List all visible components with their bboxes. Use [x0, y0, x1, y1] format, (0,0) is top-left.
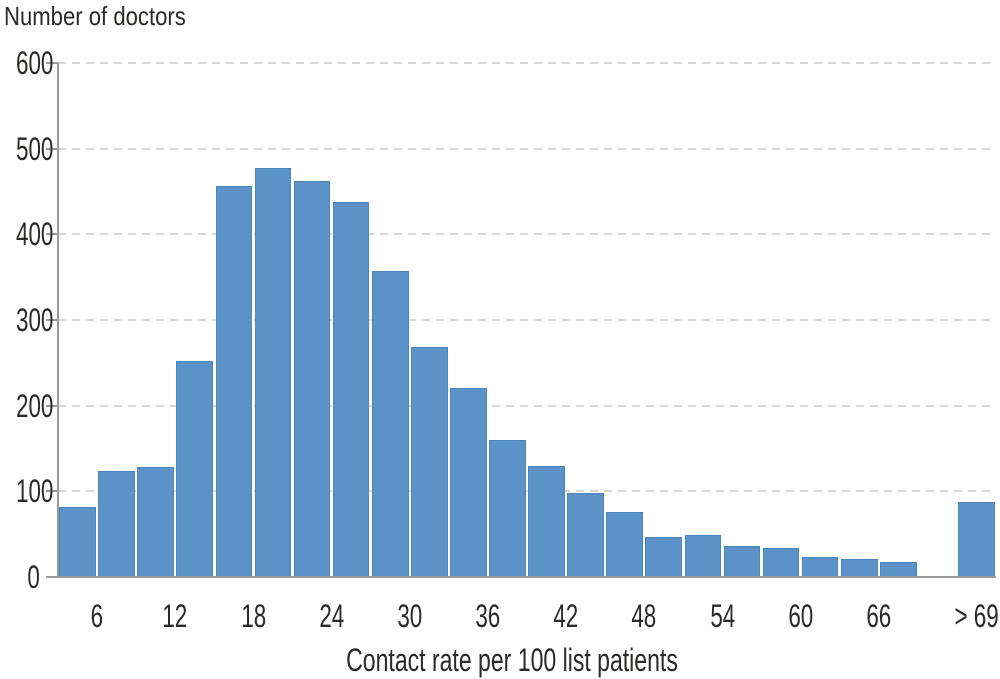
y-tick-label-text: 400 — [16, 216, 54, 253]
x-tick-label-6: 6 — [27, 599, 167, 633]
y-tick-0 — [46, 576, 58, 578]
x-tick-label-text: 60 — [788, 598, 814, 634]
y-tick-label-400: 400 — [0, 217, 53, 251]
bar-9-12 — [137, 466, 175, 577]
y-tick-label-200: 200 — [0, 389, 53, 423]
x-tick-label-42: 42 — [496, 599, 636, 633]
x-axis-title-text: Contact rate per 100 list patients — [346, 642, 678, 678]
x-tick-label-text: 42 — [553, 598, 579, 634]
x-tick-label-text: 30 — [397, 598, 423, 634]
bar-57-60 — [762, 547, 800, 577]
y-tick-label-text: 100 — [16, 473, 54, 510]
bar-45-48 — [606, 511, 644, 577]
bar-6-9 — [98, 470, 135, 577]
gridline-400 — [58, 233, 996, 236]
bar-27-30 — [371, 271, 409, 577]
y-tick-100 — [46, 490, 58, 493]
bar-12-15 — [176, 361, 214, 577]
x-tick-label-text: 24 — [319, 598, 345, 634]
gridline-500 — [58, 147, 996, 150]
x-tick-label-30: 30 — [340, 599, 480, 633]
x-tick-label-60: 60 — [731, 599, 871, 633]
bar-36-39 — [489, 439, 526, 577]
gridline-100 — [58, 490, 996, 493]
bar-24-27 — [332, 201, 370, 577]
bar-63-66 — [840, 559, 878, 577]
bar-15-18 — [215, 186, 253, 577]
bar-39-42 — [528, 465, 565, 577]
y-tick-label-text: 600 — [16, 45, 54, 81]
x-tick-label-text: 12 — [162, 598, 188, 634]
x-tick-label-text: 36 — [475, 598, 501, 634]
x-tick-label-54: 54 — [652, 599, 792, 633]
x-tick-label-text: 66 — [866, 598, 892, 634]
bar-33-36 — [450, 387, 487, 577]
x-axis-title: Contact rate per 100 list patients — [282, 643, 743, 677]
bar-42-45 — [567, 493, 604, 577]
bar-21-24 — [293, 181, 331, 577]
gridline-300 — [58, 319, 996, 321]
bar-3-6 — [59, 506, 96, 577]
x-tick-label-12: 12 — [105, 599, 245, 633]
bar-51-54 — [684, 535, 722, 577]
x-tick-label-48: 48 — [574, 599, 714, 633]
y-tick-600 — [46, 62, 58, 64]
bar-54-57 — [723, 546, 761, 577]
y-tick-400 — [46, 233, 58, 236]
bar-60-63 — [801, 557, 839, 577]
x-tick-label-69: > 69 — [906, 599, 1000, 633]
x-axis-line — [46, 576, 996, 578]
bar-66-69 — [879, 561, 917, 577]
x-tick-label-36: 36 — [418, 599, 558, 633]
bar-69 — [958, 502, 995, 577]
y-tick-500 — [46, 147, 58, 150]
gridline-200 — [58, 404, 996, 407]
y-tick-label-text: 200 — [16, 387, 54, 424]
y-tick-200 — [46, 404, 58, 407]
y-tick-label-500: 500 — [0, 132, 53, 166]
y-tick-label-text: 300 — [16, 302, 54, 338]
chart-title: Number of doctors — [4, 1, 186, 31]
gridline-600 — [58, 62, 996, 64]
y-tick-label-600: 600 — [0, 46, 53, 80]
y-axis-line — [57, 63, 59, 577]
bar-48-51 — [645, 536, 683, 577]
x-tick-label-text: 18 — [240, 598, 266, 634]
y-tick-300 — [46, 319, 58, 321]
x-tick-label-text: 6 — [90, 598, 104, 634]
y-tick-label-100: 100 — [0, 474, 53, 508]
plot-area — [58, 62, 996, 577]
x-tick-label-66: 66 — [809, 599, 949, 633]
y-tick-label-text: 0 — [27, 559, 40, 595]
x-tick-label-text: > 69 — [954, 598, 999, 634]
bar-30-33 — [410, 346, 448, 577]
y-tick-label-0: 0 — [0, 560, 40, 594]
x-tick-label-24: 24 — [262, 599, 402, 633]
x-tick-label-18: 18 — [183, 599, 323, 633]
y-tick-label-text: 500 — [16, 130, 54, 167]
y-tick-label-300: 300 — [0, 303, 53, 337]
x-tick-label-text: 48 — [631, 598, 657, 634]
x-tick-label-text: 54 — [709, 598, 735, 634]
bar-18-21 — [254, 167, 292, 577]
